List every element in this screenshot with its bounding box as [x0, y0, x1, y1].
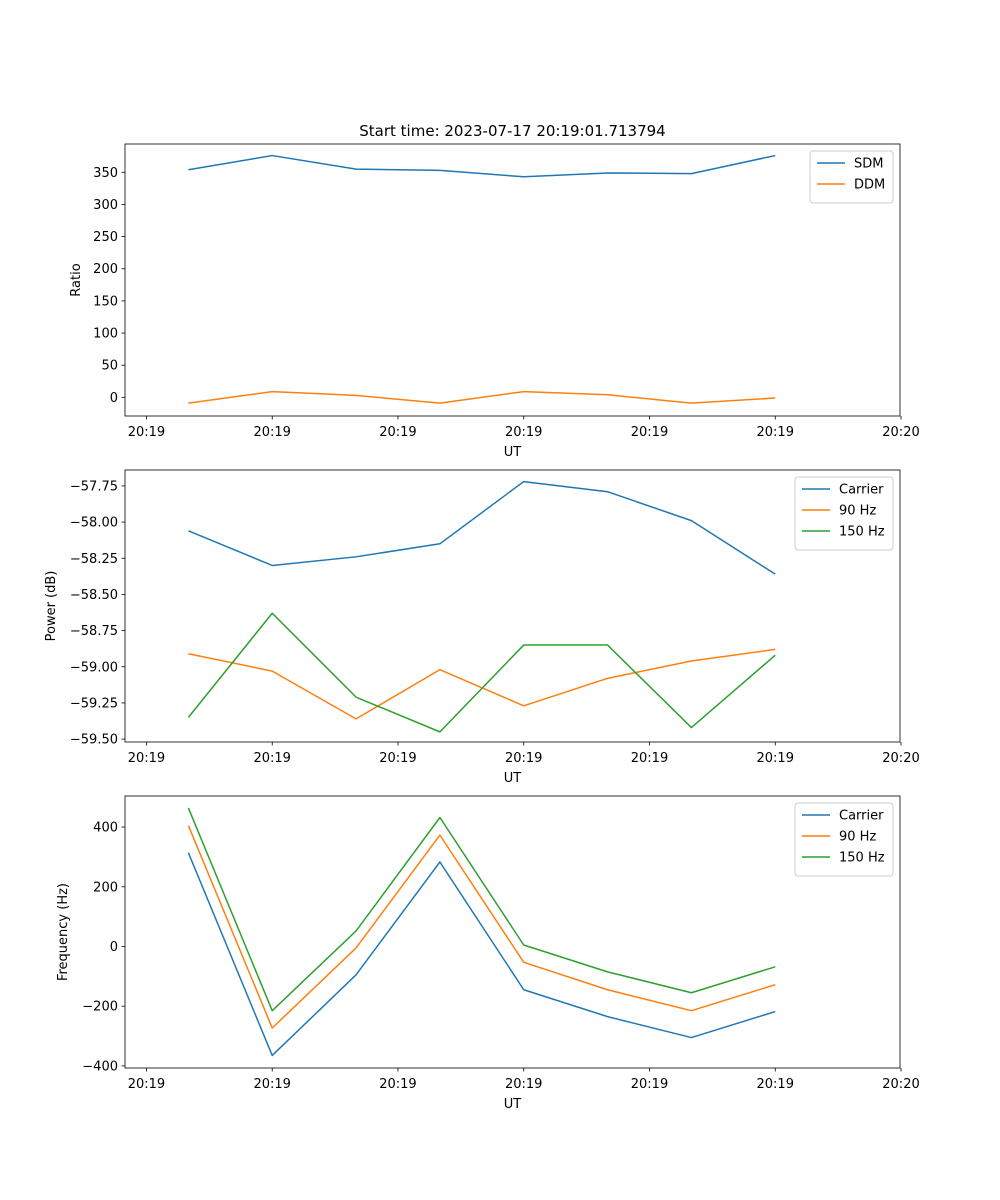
- x-tick-label: 20:19: [631, 1077, 668, 1092]
- x-tick-label: 20:19: [253, 751, 290, 766]
- legend: Carrier 90 Hz 150 Hz: [794, 802, 894, 877]
- series-line-150-hz: [187, 807, 776, 1012]
- y-tick-label: 100: [93, 327, 118, 342]
- y-tick-label: −59.00: [70, 660, 118, 675]
- legend-label: 150 Hz: [839, 851, 885, 866]
- series-line-carrier: [188, 480, 776, 575]
- x-tick-label: 20:19: [379, 425, 416, 440]
- legend-label: Carrier: [839, 809, 884, 824]
- x-tick-label: 20:19: [253, 1077, 290, 1092]
- y-tick-label: 400: [93, 821, 118, 836]
- series-line-carrier: [187, 852, 776, 1057]
- legend-label: 150 Hz: [839, 525, 885, 540]
- y-tick-label: −200: [82, 1000, 118, 1015]
- y-axis-label: Frequency (Hz): [56, 883, 71, 981]
- x-tick-label: 20:19: [253, 425, 290, 440]
- y-tick-label: −59.50: [70, 733, 118, 748]
- chart-panel-2: 20:19 20:19 20:19 20:19 20:19 20:19 20:20 −59.5…: [44, 469, 920, 786]
- x-tick-label: 20:19: [505, 751, 542, 766]
- series-line-ddm: [188, 390, 776, 404]
- y-tick-label: 150: [93, 294, 118, 309]
- y-tick-label: −58.00: [70, 516, 118, 531]
- x-tick-label: 20:19: [379, 751, 416, 766]
- series-line-150-hz: [187, 612, 776, 733]
- x-tick-label: 20:20: [882, 425, 919, 440]
- x-tick-label: 20:20: [882, 751, 919, 766]
- legend-label: 90 Hz: [839, 504, 876, 519]
- x-tick-label: 20:19: [505, 1077, 542, 1092]
- y-tick-label: 350: [93, 166, 118, 181]
- y-tick-label: 200: [93, 262, 118, 277]
- x-tick-label: 20:19: [757, 1077, 794, 1092]
- y-tick-label: −58.50: [70, 588, 118, 603]
- chart-panel-3: 20:19 20:19 20:19 20:19 20:19 20:19 20:20 −400 −…: [56, 795, 920, 1112]
- y-axis-label: Ratio: [69, 263, 84, 296]
- y-tick-label: −57.75: [70, 479, 118, 494]
- legend-label: 90 Hz: [839, 830, 876, 845]
- series-line-90-hz: [187, 825, 776, 1029]
- legend: Carrier 90 Hz 150 Hz: [794, 476, 894, 551]
- legend-label: SDM: [854, 157, 883, 172]
- y-tick-label: −400: [82, 1059, 118, 1074]
- y-tick-label: 50: [101, 359, 118, 374]
- y-tick-label: −58.25: [70, 552, 118, 567]
- x-axis-label: UT: [504, 445, 522, 460]
- x-tick-label: 20:19: [631, 425, 668, 440]
- legend-label: Carrier: [839, 483, 884, 498]
- axes-frame: [124, 795, 901, 1069]
- x-axis-label: UT: [504, 771, 522, 786]
- series-line-sdm: [188, 154, 776, 178]
- axes-frame: [124, 469, 901, 743]
- chart-title: Start time: 2023-07-17 20:19:01.713794: [359, 122, 665, 140]
- legend-box: [809, 150, 894, 204]
- legend: SDM DDM: [809, 150, 894, 204]
- y-axis-label: Power (dB): [44, 571, 59, 642]
- y-tick-label: −59.25: [70, 696, 118, 711]
- chart-panel-1: 20:19 20:19 20:19 20:19 20:19 20:19 20:20 0 50 10…: [69, 122, 920, 460]
- y-tick-label: 200: [93, 880, 118, 895]
- y-tick-label: 0: [110, 940, 118, 955]
- x-tick-label: 20:20: [882, 1077, 919, 1092]
- x-axis-label: UT: [504, 1097, 522, 1112]
- x-tick-label: 20:19: [757, 425, 794, 440]
- y-tick-label: 300: [93, 198, 118, 213]
- x-tick-label: 20:19: [757, 751, 794, 766]
- x-tick-label: 20:19: [379, 1077, 416, 1092]
- legend-label: DDM: [854, 178, 885, 193]
- x-tick-label: 20:19: [631, 751, 668, 766]
- y-tick-label: −58.75: [70, 624, 118, 639]
- x-tick-label: 20:19: [128, 1077, 165, 1092]
- x-tick-label: 20:19: [128, 425, 165, 440]
- axes-frame: [124, 143, 901, 417]
- y-tick-label: 250: [93, 230, 118, 245]
- x-tick-label: 20:19: [505, 425, 542, 440]
- x-tick-label: 20:19: [128, 751, 165, 766]
- y-tick-label: 0: [110, 391, 118, 406]
